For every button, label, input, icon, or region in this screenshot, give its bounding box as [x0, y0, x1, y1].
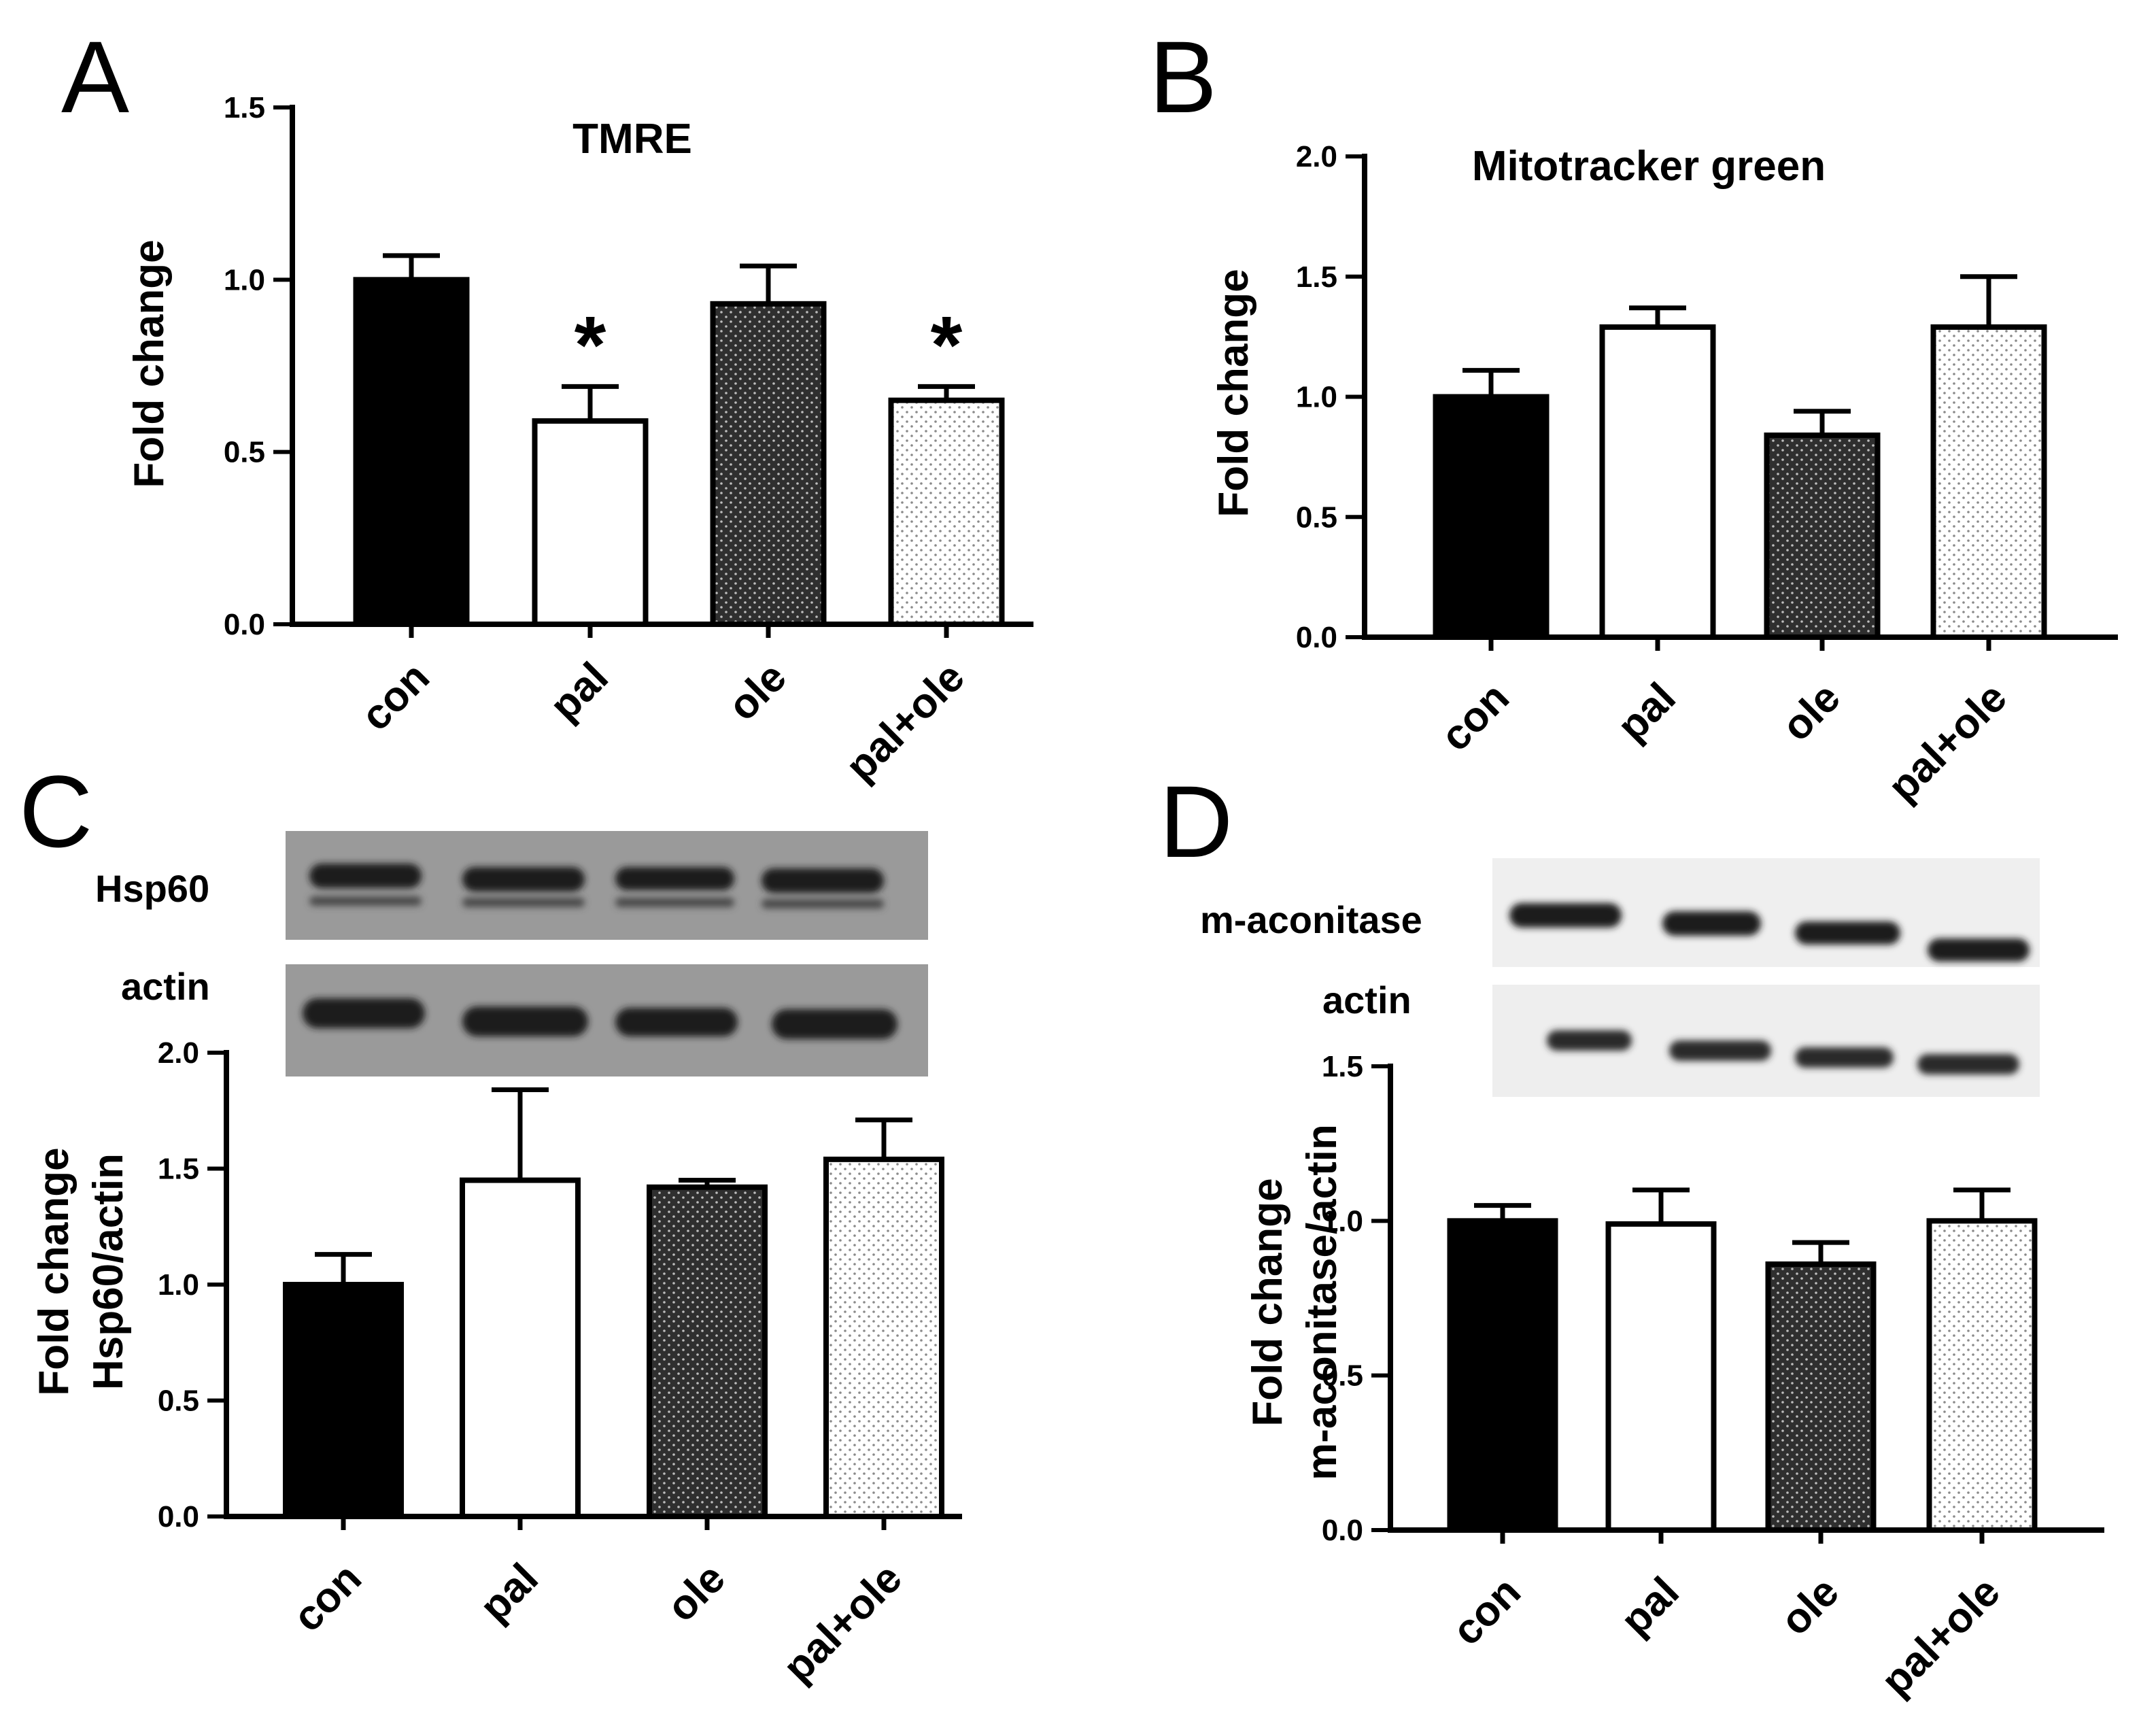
x-tick-label: ole	[719, 654, 795, 730]
y-axis-label: Fold change	[1244, 1178, 1291, 1426]
panel-b: B Mitotracker green Fold change con pal ol…	[1149, 20, 2118, 811]
bar	[1926, 1218, 2038, 1533]
bar	[823, 1156, 944, 1519]
y-tick-label: 1.5	[1296, 260, 1337, 294]
y-tick-label: 1.0	[224, 263, 265, 296]
bar	[1605, 1221, 1717, 1533]
chart-title: Mitotracker green	[1472, 143, 1826, 190]
blot-bands-m-aconitase	[1509, 903, 2030, 962]
bar	[1764, 433, 1881, 640]
y-tick-label: 1.0	[1296, 381, 1337, 414]
x-tick-label: pal+ole	[1879, 674, 2016, 811]
bar	[1447, 1218, 1558, 1533]
panel-a: A TMRE Fold change con * pal ole * pal+ole 0.0…	[61, 20, 1033, 790]
x-tick-label: pal+ole	[774, 1555, 911, 1691]
western-blot: m-aconitase actin	[1200, 858, 2040, 1097]
plot-area: con pal ole pal+ole 0.0 0.5 1.0 1.5	[1322, 1050, 2104, 1705]
y-tick-label: 1.0	[1322, 1204, 1363, 1238]
x-tick-label: con	[352, 654, 439, 740]
x-tick-label: con	[284, 1555, 371, 1641]
y-axis-label-line2: Hsp60/actin	[85, 1153, 132, 1390]
significance-marker: *	[575, 299, 606, 390]
y-tick-label: 0.5	[1322, 1359, 1363, 1393]
panel-letter-d: D	[1159, 764, 1233, 879]
x-tick-label: ole	[1772, 1568, 1848, 1644]
bar	[1599, 324, 1716, 640]
bar	[283, 1282, 404, 1519]
y-axis-label-line2: m-aconitase/actin	[1299, 1124, 1346, 1480]
panel-c: C Hsp60 actin Fold chang	[19, 754, 962, 1691]
panel-letter-a: A	[61, 20, 129, 134]
bar	[532, 418, 649, 627]
y-tick-label: 1.5	[224, 91, 265, 124]
y-axis-label: Fold change	[1210, 269, 1257, 517]
bar	[1930, 324, 2047, 640]
blot-label: m-aconitase	[1200, 898, 1422, 941]
y-tick-label: 2.0	[1296, 140, 1337, 173]
x-tick-label: ole	[1773, 674, 1849, 750]
x-tick-label: pal	[1612, 1568, 1688, 1644]
bar	[353, 277, 470, 627]
y-tick-label: 2.0	[158, 1036, 199, 1070]
panel-letter-b: B	[1149, 20, 1217, 134]
y-tick-label: 0.0	[158, 1500, 199, 1533]
plot-area: con * pal ole * pal+ole 0.0 0.5 1.0 1.5	[224, 91, 1033, 790]
y-tick-label: 0.5	[1296, 501, 1337, 534]
western-blot: Hsp60 actin	[95, 831, 928, 1076]
blot-label: actin	[1322, 979, 1411, 1021]
y-tick-label: 0.5	[158, 1385, 199, 1418]
significance-marker: *	[931, 299, 963, 390]
x-tick-label: ole	[658, 1555, 734, 1631]
blot-bands-actin	[303, 998, 897, 1039]
bar	[1433, 394, 1550, 640]
plot-area: con pal ole pal+ole 0.0 0.5 1.0 1.5 2.0	[158, 1036, 962, 1691]
y-tick-label: 0.0	[1322, 1514, 1363, 1547]
x-tick-label: pal	[541, 654, 617, 730]
x-tick-label: pal+ole	[1872, 1568, 2009, 1705]
x-tick-label: con	[1443, 1568, 1530, 1655]
x-tick-label: pal+ole	[837, 654, 974, 790]
y-axis-label: Fold change	[126, 239, 173, 488]
x-tick-label: pal	[471, 1555, 547, 1631]
y-tick-label: 1.0	[158, 1268, 199, 1302]
bar	[460, 1177, 581, 1520]
y-axis-label: Fold change	[31, 1147, 78, 1395]
bar	[888, 397, 1005, 628]
y-tick-label: 1.5	[1322, 1050, 1363, 1083]
chart-title: TMRE	[572, 116, 692, 163]
blot-label: Hsp60	[95, 867, 209, 910]
plot-area: con pal ole pal+ole 0.0 0.5 1.0 1.5 2.0	[1296, 140, 2118, 811]
x-tick-label: con	[1432, 674, 1518, 760]
y-tick-label: 0.0	[224, 608, 265, 641]
panel-letter-c: C	[19, 754, 92, 868]
blot-bands-hsp60	[309, 864, 884, 909]
blot-label: actin	[121, 965, 210, 1008]
bar	[1765, 1261, 1877, 1533]
bar	[710, 301, 827, 627]
x-tick-label: pal	[1609, 674, 1685, 750]
y-tick-label: 1.5	[158, 1153, 199, 1186]
y-tick-label: 0.5	[224, 436, 265, 469]
panel-d: D m-aconitase actin Fold change m-aconit…	[1159, 764, 2104, 1705]
y-tick-label: 0.0	[1296, 621, 1337, 654]
bar	[647, 1184, 768, 1520]
blot-bands-actin	[1547, 1030, 2019, 1074]
